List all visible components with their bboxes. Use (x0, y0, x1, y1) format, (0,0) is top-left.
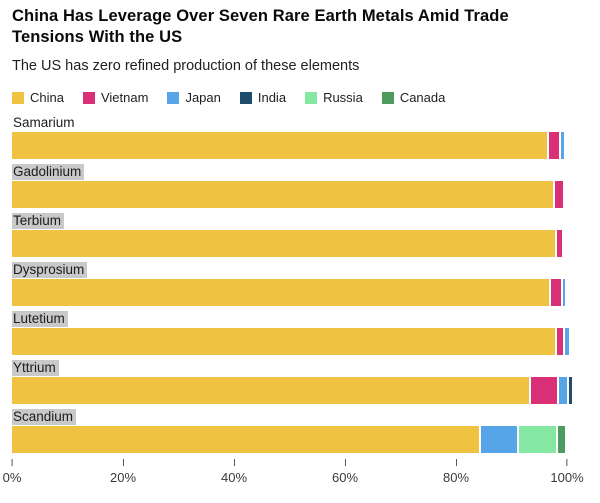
legend-item-russia: Russia (305, 90, 363, 105)
bar-segment-japan (562, 279, 566, 306)
axis-tick-80: 80% (443, 459, 469, 485)
tick-mark (566, 459, 568, 466)
legend-item-china: China (12, 90, 64, 105)
stacked-bar (12, 377, 572, 404)
tick-mark (233, 459, 235, 466)
bar-segment-vietnam (531, 377, 558, 404)
bar-segment-china (12, 132, 548, 159)
bar-row-dysprosium: Dysprosium (12, 261, 590, 306)
category-label: Samarium (13, 115, 75, 130)
legend-swatch-russia (305, 91, 318, 104)
bar-segment-china (12, 377, 530, 404)
category-label: Terbium (12, 213, 65, 229)
bar-segment-china (12, 328, 556, 355)
axis-tick-60: 60% (332, 459, 358, 485)
bar-segment-vietnam (557, 328, 563, 355)
category-label: Dysprosium (12, 262, 88, 278)
chart-subtitle: The US has zero refined production of th… (12, 58, 360, 74)
legend-label: India (257, 90, 287, 105)
tick-mark (344, 459, 346, 466)
bar-row-terbium: Terbium (12, 212, 590, 257)
bar-segment-japan (481, 426, 518, 453)
chart-card: China Has Leverage Over Seven Rare Earth… (3, 7, 590, 491)
x-axis: 0% 20% 40% 60% 80% 100% (3, 459, 584, 491)
category-label: Lutetium (12, 311, 68, 327)
category-label: Scandium (12, 409, 77, 425)
legend-swatch-japan (167, 91, 180, 104)
legend: China Vietnam Japan India Russia Canada (12, 90, 590, 105)
legend-item-india: India (239, 90, 287, 105)
stacked-bar (12, 132, 567, 159)
tick-label: 80% (442, 470, 470, 485)
tick-label: 40% (220, 470, 248, 485)
category-label: Gadolinium (12, 164, 85, 180)
bar-segment-china (12, 181, 554, 208)
legend-item-vietnam: Vietnam (82, 90, 149, 105)
bar-row-gadolinium: Gadolinium (12, 163, 590, 208)
stacked-bar (12, 279, 567, 306)
tick-label: 100% (550, 470, 584, 485)
tick-mark (122, 459, 124, 466)
bar-segment-china (12, 230, 555, 257)
legend-label: Canada (399, 90, 446, 105)
legend-swatch-china (12, 91, 24, 104)
bar-segment-vietnam (551, 279, 561, 306)
bar-row-samarium: Samarium (12, 114, 590, 159)
tick-mark (455, 459, 457, 466)
axis-tick-0: 0% (2, 459, 22, 485)
bar-row-scandium: Scandium (12, 408, 590, 453)
legend-swatch-india (239, 91, 252, 104)
bar-segment-russia (519, 426, 556, 453)
stacked-bar-chart: Samarium Gadolinium Terbium Dysprosium Lutet… (12, 114, 590, 453)
legend-swatch-vietnam (82, 91, 95, 104)
bar-segment-india (568, 377, 572, 404)
stacked-bar (12, 181, 567, 208)
axis-tick-40: 40% (221, 459, 247, 485)
category-label: Yttrium (12, 360, 59, 376)
axis-tick-100: 100% (550, 459, 584, 485)
legend-label: Japan (185, 90, 221, 105)
tick-label: 60% (331, 470, 359, 485)
bar-segment-japan (559, 377, 567, 404)
legend-label: China (30, 90, 64, 105)
bar-segment-china (12, 279, 550, 306)
tick-label: 0% (2, 470, 22, 485)
chart-title: China Has Leverage Over Seven Rare Earth… (12, 7, 509, 46)
bar-row-lutetium: Lutetium (12, 310, 590, 355)
tick-label: 20% (109, 470, 137, 485)
legend-item-japan: Japan (167, 90, 221, 105)
tick-mark (11, 459, 13, 466)
stacked-bar (12, 426, 567, 453)
stacked-bar (12, 328, 570, 355)
bar-segment-japan (561, 132, 564, 159)
bar-segment-vietnam (549, 132, 559, 159)
bar-segment-vietnam (555, 181, 563, 208)
bar-row-yttrium: Yttrium (12, 359, 590, 404)
legend-swatch-canada (381, 91, 394, 104)
bar-segment-vietnam (556, 230, 563, 257)
stacked-bar (12, 230, 567, 257)
legend-item-canada: Canada (381, 90, 446, 105)
legend-label: Russia (323, 90, 363, 105)
axis-tick-20: 20% (110, 459, 136, 485)
bar-segment-japan (564, 328, 570, 355)
bar-segment-china (12, 426, 480, 453)
legend-label: Vietnam (100, 90, 149, 105)
bar-segment-canada (557, 426, 566, 453)
